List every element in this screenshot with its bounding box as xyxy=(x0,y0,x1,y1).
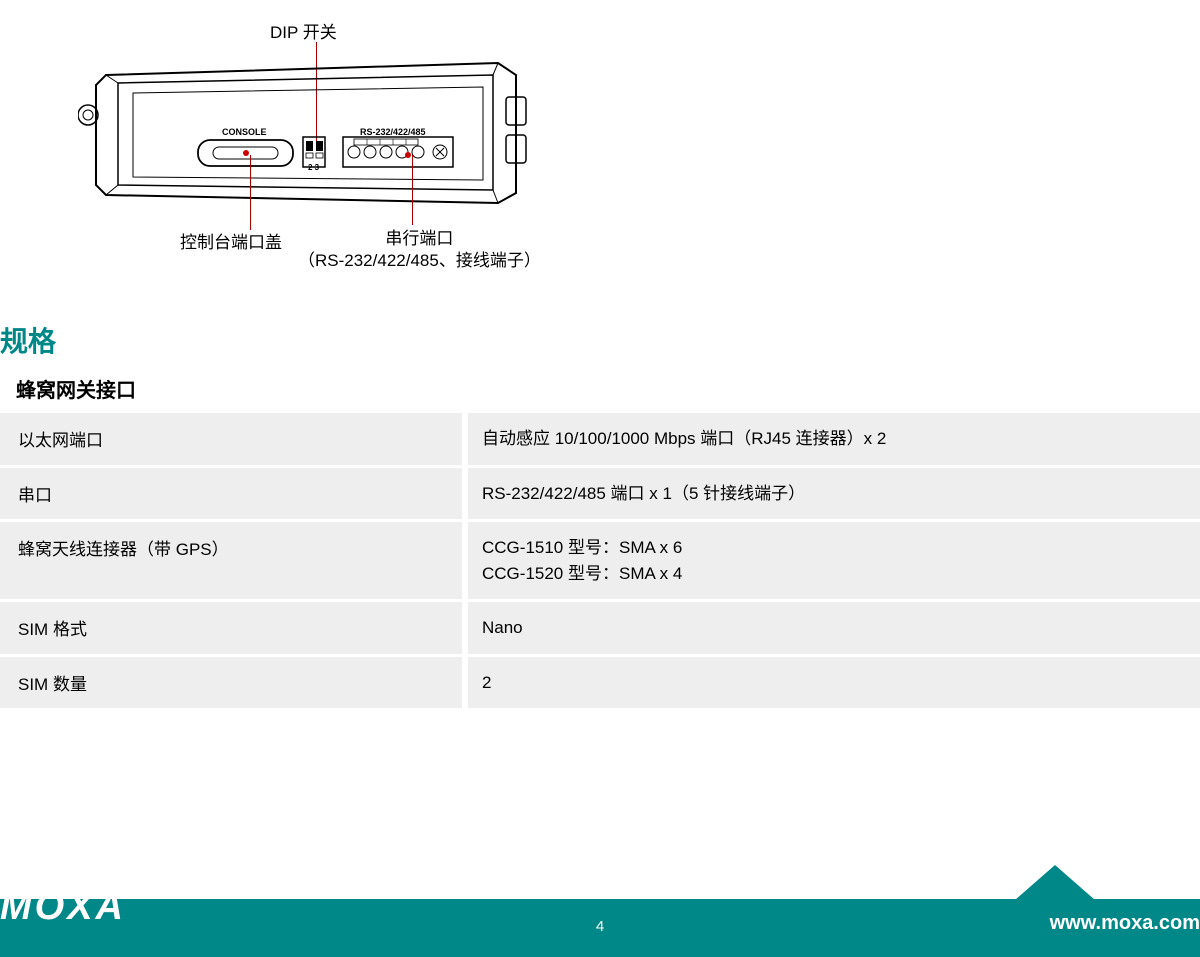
spec-label: SIM 格式 xyxy=(0,602,462,654)
spec-value: 2 xyxy=(468,657,1200,709)
dip-numbers: 2 3 xyxy=(308,163,319,172)
specifications-section: 规格 蜂窝网关接口 以太网端口 自动感应 10/100/1000 Mbps 端口… xyxy=(0,320,1200,708)
table-row: 蜂窝天线连接器（带 GPS） CCG-1510 型号：SMA x 6 CCG-1… xyxy=(0,522,1200,599)
registered-mark: ® xyxy=(126,886,136,897)
serial-callout-line xyxy=(412,155,413,225)
table-row: SIM 格式 Nano xyxy=(0,602,1200,654)
spec-value: 自动感应 10/100/1000 Mbps 端口（RJ45 连接器）x 2 xyxy=(468,413,1200,465)
dip-switch-label: DIP 开关 xyxy=(270,18,337,43)
specifications-table: 以太网端口 自动感应 10/100/1000 Mbps 端口（RJ45 连接器）… xyxy=(0,413,1200,708)
spec-value: CCG-1510 型号：SMA x 6 CCG-1520 型号：SMA x 4 xyxy=(468,522,1200,599)
page-footer: MOXA® 4 www.moxa.com xyxy=(0,865,1200,957)
serial-callout-label: 串行端口 （RS-232/422/485、接线端子） xyxy=(298,228,541,272)
spec-label: 串口 xyxy=(0,468,462,520)
table-row: 串口 RS-232/422/485 端口 x 1（5 针接线端子） xyxy=(0,468,1200,520)
moxa-logo: MOXA® xyxy=(0,886,136,929)
device-diagram: DIP 开关 CONSOLE xyxy=(40,10,600,290)
spec-label: SIM 数量 xyxy=(0,657,462,709)
footer-notch xyxy=(1015,865,1095,900)
spec-value: RS-232/422/485 端口 x 1（5 针接线端子） xyxy=(468,468,1200,520)
spec-label: 蜂窝天线连接器（带 GPS） xyxy=(0,522,462,599)
device-illustration xyxy=(78,55,528,210)
specifications-subheading: 蜂窝网关接口 xyxy=(0,374,1200,403)
table-row: 以太网端口 自动感应 10/100/1000 Mbps 端口（RJ45 连接器）… xyxy=(0,413,1200,465)
spec-value: Nano xyxy=(468,602,1200,654)
table-row: SIM 数量 2 xyxy=(0,657,1200,709)
logo-text: MOXA xyxy=(0,886,126,928)
page-number: 4 xyxy=(596,918,604,935)
specifications-heading: 规格 xyxy=(0,320,1200,360)
serial-callout-line1: 串行端口 xyxy=(298,228,541,250)
serial-callout-line2: （RS-232/422/485、接线端子） xyxy=(298,250,541,272)
spec-label: 以太网端口 xyxy=(0,413,462,465)
console-text: CONSOLE xyxy=(222,127,267,137)
footer-url: www.moxa.com xyxy=(1050,912,1200,935)
rs-port-text: RS-232/422/485 xyxy=(360,127,426,137)
console-callout-line xyxy=(250,155,251,230)
console-callout-label: 控制台端口盖 xyxy=(180,228,282,253)
